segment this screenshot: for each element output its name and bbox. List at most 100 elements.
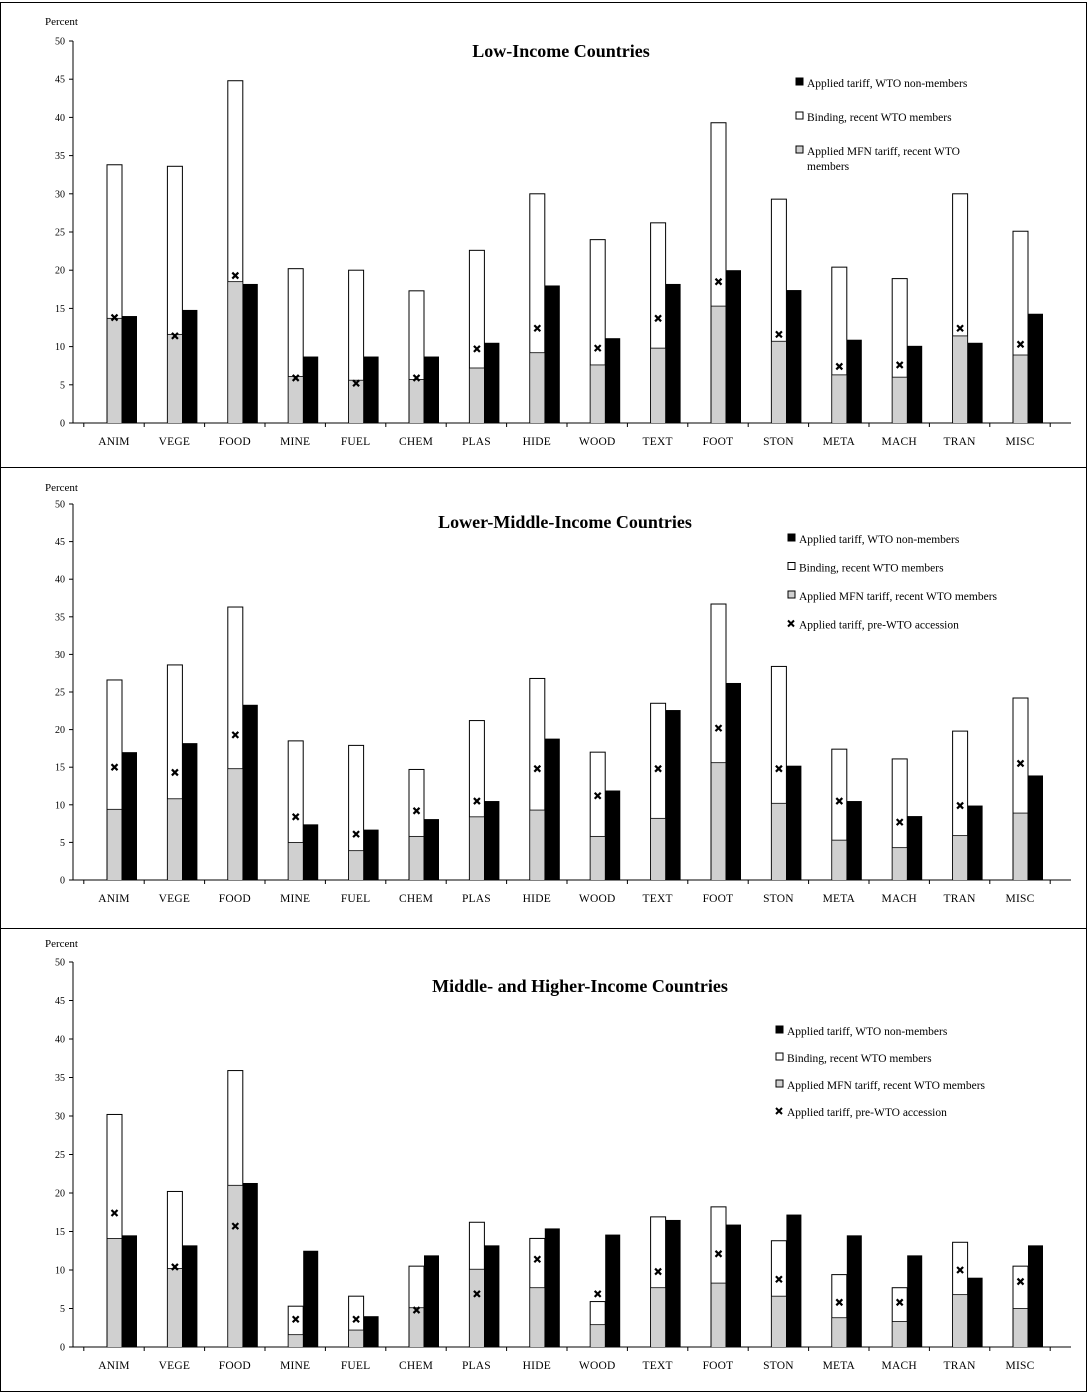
bar-mfn-vege — [167, 334, 182, 423]
x-tick-label-plas: PLAS — [462, 893, 491, 905]
x-tick-label-meta: META — [823, 1360, 856, 1372]
x-tick-label-wood: WOOD — [579, 1360, 616, 1372]
chart-svg-middle-higher-income: Middle- and Higher-Income Countries Perce… — [45, 938, 1071, 1372]
bar-mfn-plas — [469, 367, 484, 423]
bar-non-member-vege — [182, 743, 198, 880]
marker-pre-accession-hide — [533, 324, 542, 333]
bar-non-member-chem — [424, 356, 439, 423]
bar-non-member-text — [665, 1219, 681, 1347]
bar-mfn-wood — [590, 1324, 605, 1347]
marker-pre-accession-vege — [171, 768, 179, 777]
bar-mfn-misc — [1013, 1308, 1028, 1347]
bar-non-member-hide — [544, 738, 560, 880]
bar-non-member-ston — [786, 765, 802, 880]
y-tick-label: 35 — [55, 1073, 65, 1084]
marker-pre-accession-fuel — [352, 379, 360, 388]
x-tick-label-mach: MACH — [882, 436, 917, 448]
x-tick-label-mach: MACH — [882, 893, 917, 905]
y-tick-label: 40 — [55, 575, 65, 586]
bar-mfn-meta — [832, 840, 847, 880]
chart-title: Middle- and Higher-Income Countries — [432, 976, 728, 996]
y-axis-label: Percent — [45, 938, 78, 950]
x-tick-label-vege: VEGE — [159, 436, 190, 448]
bar-mfn-chem — [409, 836, 424, 880]
legend-label: Binding, recent WTO members — [799, 563, 944, 575]
marker-pre-accession-food — [231, 731, 240, 739]
bar-mfn-mine — [288, 1334, 303, 1347]
x-tick-label-mach: MACH — [882, 1360, 917, 1372]
x-tick-label-foot: FOOT — [703, 893, 734, 905]
bar-mfn-foot — [711, 1283, 726, 1347]
marker-pre-accession-mine — [291, 813, 300, 821]
marker-pre-accession-tran — [956, 801, 964, 810]
bar-mfn-ston — [771, 341, 786, 423]
bar-non-member-vege — [182, 309, 198, 423]
marker-pre-accession-ston — [775, 330, 783, 339]
y-axis-label: Percent — [45, 482, 78, 494]
y-tick-label: 15 — [55, 304, 65, 315]
marker-pre-accession-mach — [895, 1298, 904, 1307]
bar-non-member-ston — [786, 1214, 802, 1347]
bar-non-member-mach — [907, 816, 923, 880]
bar-non-member-meta — [846, 1235, 862, 1347]
y-tick-label: 10 — [55, 800, 65, 811]
legend-label: Applied tariff, pre-WTO accession — [799, 620, 959, 632]
marker-pre-accession-misc — [1016, 1277, 1025, 1286]
x-tick-label-food: FOOD — [219, 1360, 251, 1372]
bar-non-member-ston — [786, 290, 802, 423]
x-tick-label-chem: CHEM — [399, 1360, 433, 1372]
bar-mfn-ston — [771, 1296, 786, 1347]
y-tick-label: 20 — [55, 266, 65, 277]
bar-mfn-tran — [953, 1294, 968, 1347]
marker-pre-accession-mach — [895, 361, 904, 369]
y-tick-label: 5 — [60, 1304, 65, 1315]
x-tick-label-misc: MISC — [1006, 893, 1035, 905]
y-tick-label: 0 — [60, 876, 65, 887]
x-tick-label-vege: VEGE — [159, 1360, 190, 1372]
x-tick-label-chem: CHEM — [399, 893, 433, 905]
bar-non-member-mine — [303, 824, 319, 880]
bar-non-member-mine — [303, 1250, 319, 1347]
x-tick-label-foot: FOOT — [703, 1360, 734, 1372]
bar-mfn-tran — [953, 835, 968, 880]
x-tick-label-hide: HIDE — [523, 436, 551, 448]
y-tick-label: 35 — [55, 151, 65, 162]
x-tick-label-foot: FOOT — [703, 436, 734, 448]
bar-non-member-foot — [726, 1224, 741, 1347]
x-tick-label-wood: WOOD — [579, 893, 616, 905]
x-tick-label-chem: CHEM — [399, 436, 433, 448]
marker-pre-accession-text — [654, 764, 662, 773]
marker-pre-accession-mine — [291, 1315, 300, 1324]
marker-pre-accession-food — [231, 1222, 240, 1230]
y-tick-label: 10 — [55, 342, 65, 353]
marker-pre-accession-ston — [775, 1275, 783, 1284]
marker-pre-accession-wood — [593, 791, 602, 800]
y-tick-label: 50 — [55, 37, 65, 48]
y-tick-label: 30 — [55, 650, 65, 661]
chart-panel-low-income: Low-Income Countries Percent 0 5 10 15 20 25 30 3… — [0, 2, 1087, 468]
bar-mfn-text — [651, 818, 666, 880]
x-tick-label-ston: STON — [763, 893, 794, 905]
bar-non-member-anim — [122, 752, 137, 880]
y-tick-label: 20 — [55, 725, 65, 736]
bar-mfn-hide — [530, 1287, 545, 1347]
marker-pre-accession-fuel — [352, 1315, 360, 1324]
bar-mfn-food — [228, 768, 243, 880]
marker-pre-accession-anim — [110, 763, 119, 771]
marker-pre-accession-text — [654, 314, 662, 323]
bar-non-member-tran — [967, 342, 983, 423]
x-tick-label-vege: VEGE — [159, 893, 190, 905]
bar-mfn-vege — [167, 798, 182, 880]
x-tick-label-anim: ANIM — [98, 893, 129, 905]
bar-non-member-chem — [424, 819, 439, 880]
x-tick-label-misc: MISC — [1006, 1360, 1035, 1372]
y-tick-label: 0 — [60, 1343, 65, 1354]
bar-mfn-tran — [953, 335, 968, 423]
y-tick-label: 40 — [55, 113, 65, 124]
bar-mfn-text — [651, 348, 666, 423]
bar-mfn-mine — [288, 842, 303, 880]
y-tick-label: 50 — [55, 958, 65, 969]
bar-mfn-anim — [107, 1238, 122, 1347]
legend-label: Binding, recent WTO members — [807, 112, 952, 124]
x-tick-label-text: TEXT — [643, 436, 673, 448]
